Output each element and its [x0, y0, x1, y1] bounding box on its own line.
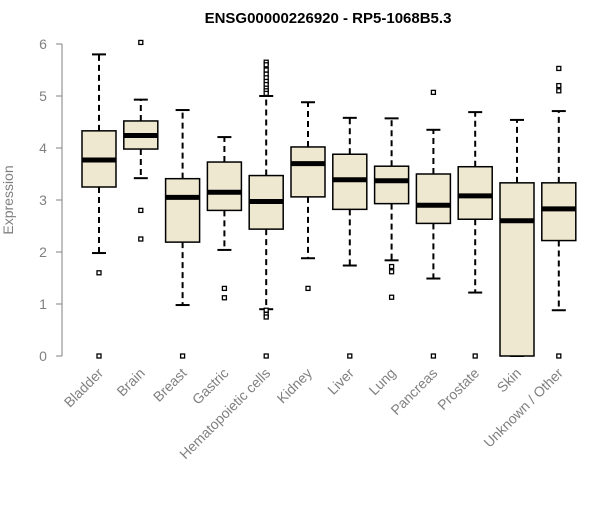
- box-group: [541, 65, 577, 359]
- box-iqr: [415, 173, 452, 225]
- outlier-point: [556, 82, 562, 89]
- outlier-point: [96, 353, 102, 359]
- box-iqr: [164, 177, 201, 243]
- outlier-point: [347, 353, 353, 359]
- box-group: [248, 59, 284, 359]
- outlier-point: [263, 90, 269, 97]
- box-group: [457, 111, 493, 359]
- box-group: [373, 117, 410, 300]
- outlier-point: [556, 65, 562, 72]
- box-group: [332, 116, 368, 359]
- box-group: [164, 109, 201, 359]
- outlier-point: [263, 67, 269, 73]
- x-tick-label: Breast: [150, 365, 190, 405]
- box-group: [81, 53, 117, 359]
- outlier-point: [263, 353, 269, 359]
- outlier-point: [305, 285, 311, 292]
- outlier-point: [263, 307, 269, 313]
- x-tick-label: Bladder: [61, 365, 107, 411]
- outlier-point: [556, 353, 562, 359]
- outlier-point: [388, 294, 395, 300]
- x-tick-label: Lung: [365, 365, 398, 398]
- x-tick-label: Liver: [324, 365, 357, 398]
- plot-area: [81, 39, 577, 359]
- box-iqr: [499, 182, 535, 357]
- outlier-point: [221, 295, 228, 301]
- outlier-point: [96, 270, 102, 276]
- outlier-point: [388, 269, 395, 275]
- x-tick-label: Skin: [494, 365, 525, 396]
- box-group: [123, 39, 159, 242]
- x-tick-label: Prostate: [434, 365, 482, 413]
- outlier-point: [263, 62, 269, 68]
- box-iqr: [206, 161, 243, 212]
- x-tick-label: Kidney: [274, 365, 316, 407]
- box-iqr: [290, 146, 326, 198]
- box-group: [290, 101, 326, 292]
- box-iqr: [373, 165, 410, 205]
- y-tick-label: 5: [39, 88, 47, 104]
- box-group: [206, 136, 243, 301]
- y-tick-label: 3: [39, 192, 47, 208]
- outlier-point: [388, 263, 395, 270]
- box-iqr: [541, 182, 577, 242]
- y-tick-label: 2: [39, 244, 47, 260]
- outlier-point: [138, 39, 144, 46]
- outlier-point: [138, 207, 144, 214]
- outlier-point: [179, 353, 186, 359]
- outlier-point: [556, 88, 562, 94]
- box-iqr: [457, 165, 493, 220]
- box-group: [415, 89, 452, 359]
- x-tick-label: Brain: [113, 365, 147, 399]
- y-tick-label: 0: [39, 348, 47, 364]
- outlier-point: [430, 89, 437, 96]
- outlier-point: [263, 314, 269, 320]
- y-tick-label: 1: [39, 296, 47, 312]
- x-tick-label: Unknown / Other: [480, 365, 566, 451]
- outlier-point: [138, 236, 144, 242]
- chart-title: ENSG00000226920 - RP5-1068B5.3: [205, 10, 452, 27]
- y-tick-label: 6: [39, 36, 47, 52]
- y-axis-label: Expression: [0, 165, 16, 234]
- y-axis: 0 1 2 3 4 5 6: [39, 36, 63, 364]
- box-group: [499, 118, 535, 357]
- outlier-point: [221, 285, 228, 292]
- y-tick-label: 4: [39, 140, 47, 156]
- outlier-point: [430, 353, 437, 359]
- outlier-point: [472, 353, 478, 359]
